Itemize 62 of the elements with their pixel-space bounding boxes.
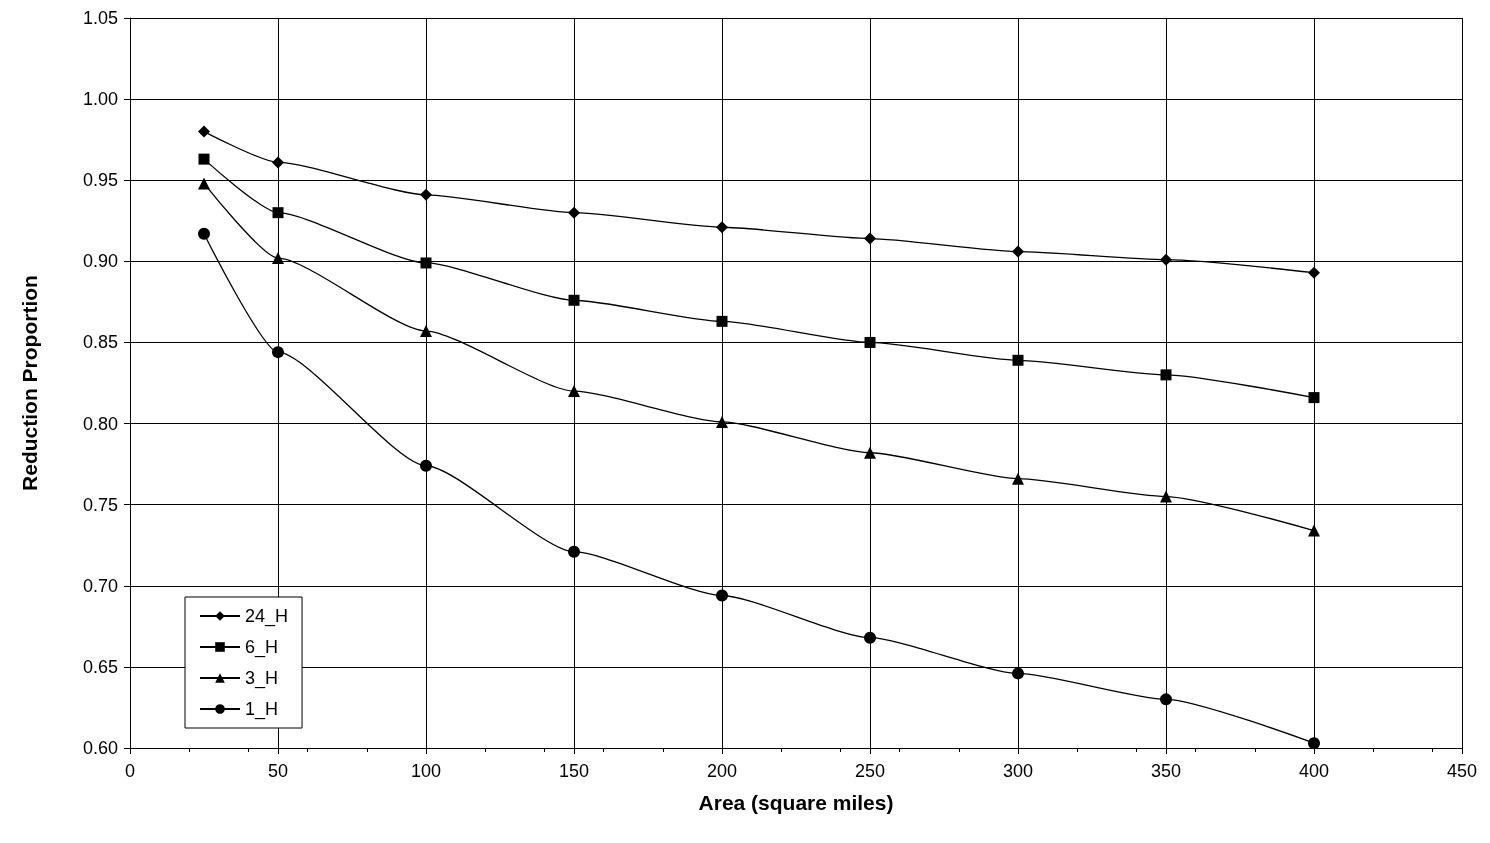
- point: [420, 325, 432, 338]
- point: [420, 188, 432, 201]
- point: [272, 207, 284, 219]
- x-tick-label: 300: [1002, 761, 1034, 781]
- point: [1308, 392, 1320, 404]
- point: [1308, 266, 1320, 279]
- x-tick-label: 250: [854, 761, 886, 781]
- x-tick-label: 200: [706, 761, 738, 781]
- point: [198, 125, 210, 138]
- point: [716, 589, 728, 602]
- point: [272, 252, 284, 265]
- y-tick-label: 0.70: [82, 575, 118, 596]
- legend-label: 3_H: [245, 668, 279, 689]
- point: [1308, 737, 1320, 750]
- point: [864, 232, 876, 245]
- point: [420, 459, 432, 472]
- y-tick-label: 0.85: [82, 332, 118, 353]
- y-tick-label: 0.60: [82, 738, 118, 758]
- x-tick-label: 50: [267, 761, 289, 781]
- point: [1012, 245, 1024, 258]
- x-tick-label: 100: [410, 761, 442, 781]
- point: [1012, 472, 1024, 485]
- x-axis-title: Area (square miles): [698, 791, 894, 814]
- legend-label: 6_H: [245, 637, 279, 658]
- point: [1160, 253, 1172, 266]
- point: [568, 545, 580, 558]
- point: [272, 346, 284, 359]
- point: [1012, 354, 1024, 366]
- y-tick-label: 0.90: [82, 251, 118, 272]
- point: [716, 315, 728, 327]
- x-tick-label: 0: [124, 761, 136, 781]
- point: [1160, 693, 1172, 706]
- point: [568, 385, 580, 398]
- point: [864, 336, 876, 348]
- point: [1160, 369, 1172, 381]
- point: [568, 206, 580, 219]
- point: [272, 156, 284, 169]
- legend-label: 1_H: [245, 699, 279, 720]
- point: [864, 446, 876, 459]
- point: [1012, 667, 1024, 680]
- point: [864, 631, 876, 644]
- y-tick-label: 1.05: [82, 8, 118, 28]
- x-tick-label: 400: [1298, 761, 1330, 781]
- point: [568, 294, 580, 306]
- x-tick-label: 150: [558, 761, 590, 781]
- point: [1160, 490, 1172, 503]
- legend-label: 24_H: [245, 606, 289, 627]
- point: [420, 257, 432, 269]
- point: [198, 227, 210, 240]
- x-tick-label: 350: [1150, 761, 1182, 781]
- y-tick-label: 1.00: [82, 89, 118, 110]
- y-tick-label: 0.80: [82, 413, 118, 434]
- y-tick-label: 0.95: [82, 170, 118, 191]
- point: [198, 153, 210, 165]
- y-axis-title: Reduction Proportion: [18, 275, 41, 491]
- point: [1308, 524, 1320, 537]
- y-tick-label: 0.65: [82, 656, 118, 677]
- y-tick-label: 0.75: [82, 494, 118, 515]
- point: [198, 177, 210, 190]
- x-tick-label: 450: [1446, 761, 1478, 781]
- point: [716, 221, 728, 234]
- point: [716, 415, 728, 428]
